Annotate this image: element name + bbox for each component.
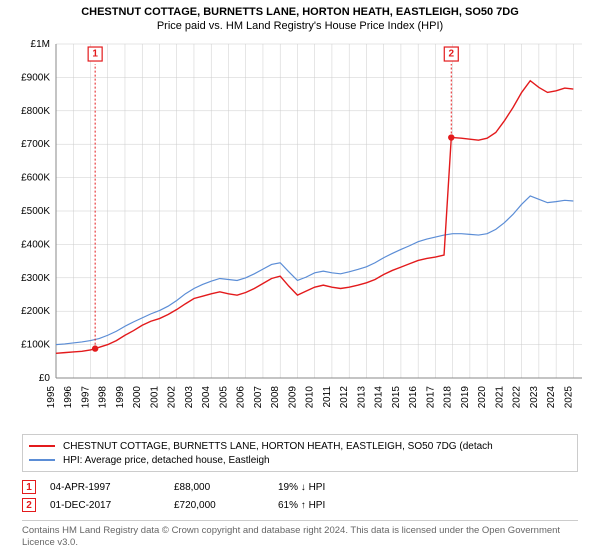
x-axis-label: 1996 [63, 386, 74, 409]
marker-number: 1 [92, 49, 98, 60]
legend-swatch [29, 445, 55, 447]
x-axis-label: 2005 [218, 386, 229, 409]
x-axis-label: 2015 [391, 386, 402, 409]
footnote-row: 2 01-DEC-2017 £720,000 61% ↑ HPI [22, 496, 578, 514]
legend-row: CHESTNUT COTTAGE, BURNETTS LANE, HORTON … [29, 439, 571, 453]
x-axis-label: 2022 [512, 386, 523, 409]
x-axis-label: 2001 [149, 386, 160, 409]
marker-dot [92, 345, 98, 351]
x-axis-label: 2004 [201, 386, 212, 409]
x-axis-label: 1998 [98, 386, 109, 409]
footnote-row: 1 04-APR-1997 £88,000 19% ↓ HPI [22, 478, 578, 496]
x-axis-label: 2009 [287, 386, 298, 409]
footnote-price: £88,000 [174, 482, 264, 493]
footnote-marker: 1 [22, 480, 36, 494]
chart-area: £0 £100K £200K £300K £400K £500K £600K £700K £80… [10, 38, 590, 428]
sale-footnotes: 1 04-APR-1997 £88,000 19% ↓ HPI 2 01-DEC-2017… [22, 478, 578, 514]
y-axis-label: £600K [21, 173, 50, 184]
x-axis-label: 2018 [443, 386, 454, 409]
y-axis-label: £500K [21, 206, 50, 217]
footnote-date: 04-APR-1997 [50, 482, 160, 493]
x-axis-label: 2002 [167, 386, 178, 409]
x-axis-label: 1997 [80, 386, 91, 409]
footnote-marker: 2 [22, 498, 36, 512]
footnote-delta: 61% ↑ HPI [278, 500, 398, 511]
x-axis-label: 2019 [460, 386, 471, 409]
footnote-date: 01-DEC-2017 [50, 500, 160, 511]
x-axis-label: 2014 [374, 386, 385, 409]
x-axis-label: 2012 [339, 386, 350, 409]
x-axis-label: 2010 [305, 386, 316, 409]
x-axis-label: 2008 [270, 386, 281, 409]
y-axis-label: £300K [21, 273, 50, 284]
x-axis-label: 1999 [115, 386, 126, 409]
legend: CHESTNUT COTTAGE, BURNETTS LANE, HORTON … [22, 434, 578, 472]
x-axis-label: 2013 [356, 386, 367, 409]
marker-number: 2 [448, 49, 454, 60]
x-axis-label: 2024 [546, 386, 557, 409]
x-axis-label: 2000 [132, 386, 143, 409]
x-axis-label: 2011 [322, 386, 333, 408]
license-text: Contains HM Land Registry data © Crown c… [22, 520, 578, 549]
y-axis-label: £900K [21, 72, 50, 83]
legend-swatch [29, 459, 55, 461]
footnote-delta: 19% ↓ HPI [278, 482, 398, 493]
x-axis-label: 2021 [494, 386, 505, 409]
y-axis-label: £0 [39, 373, 51, 384]
legend-row: HPI: Average price, detached house, East… [29, 453, 571, 467]
line-chart: £0 £100K £200K £300K £400K £500K £600K £700K £80… [10, 38, 590, 428]
y-axis-label: £100K [21, 340, 50, 351]
y-axis-label: £700K [21, 139, 50, 150]
x-axis-label: 2023 [529, 386, 540, 409]
x-axis-label: 2007 [253, 386, 264, 409]
legend-label: HPI: Average price, detached house, East… [63, 455, 270, 466]
x-axis-label: 2006 [236, 386, 247, 409]
legend-label: CHESTNUT COTTAGE, BURNETTS LANE, HORTON … [63, 441, 493, 452]
x-axis-label: 2016 [408, 386, 419, 409]
y-axis-label: £200K [21, 306, 50, 317]
marker-dot [448, 134, 454, 140]
x-axis-label: 2025 [563, 386, 574, 409]
footnote-price: £720,000 [174, 500, 264, 511]
x-axis-label: 2003 [184, 386, 195, 409]
chart-subtitle: Price paid vs. HM Land Registry's House … [10, 20, 590, 32]
y-axis-label: £800K [21, 106, 50, 117]
x-axis-label: 2017 [425, 386, 436, 409]
y-axis-label: £1M [31, 39, 50, 50]
chart-title: CHESTNUT COTTAGE, BURNETTS LANE, HORTON … [10, 6, 590, 18]
x-axis-label: 1995 [46, 386, 57, 409]
x-axis-label: 2020 [477, 386, 488, 409]
y-axis-label: £400K [21, 239, 50, 250]
